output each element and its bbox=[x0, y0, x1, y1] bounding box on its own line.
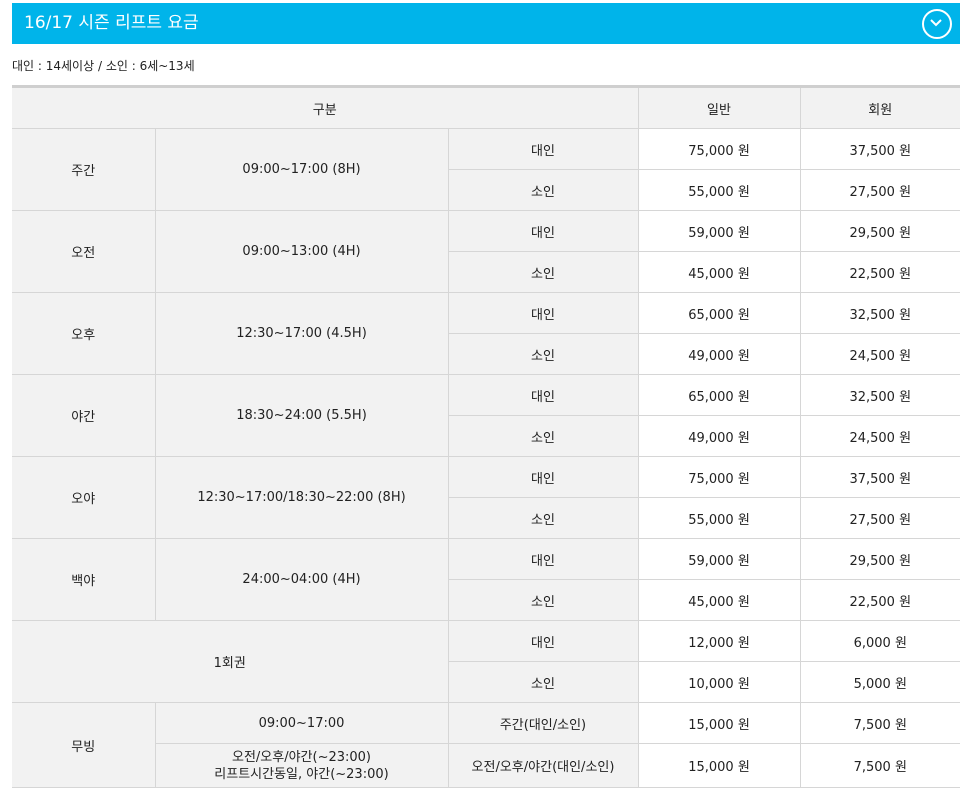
period-time: 12:30~17:00/18:30~22:00 (8H) bbox=[154, 456, 449, 539]
member-price: 24,500 원 bbox=[799, 333, 960, 375]
general-price: 75,000 원 bbox=[637, 128, 801, 170]
table-row: 소인 49,000 원 24,500 원 bbox=[12, 415, 960, 457]
member-price: 29,500 원 bbox=[799, 538, 960, 580]
member-price: 32,500 원 bbox=[799, 374, 960, 416]
period-time: 09:00~17:00 bbox=[154, 702, 449, 744]
table-row: 오후 12:30~17:00 (4.5H) 대인 65,000 원 32,500… bbox=[12, 292, 960, 375]
period-name: 오전 bbox=[12, 210, 156, 293]
member-price: 27,500 원 bbox=[799, 169, 960, 211]
ticket-type: 소인 bbox=[448, 251, 639, 293]
period-time: 09:00~17:00 (8H) bbox=[154, 128, 449, 211]
period-time-line: 리프트시간동일, 야간(~23:00) bbox=[214, 766, 389, 782]
general-price: 65,000 원 bbox=[637, 374, 801, 416]
period-name: 백야 bbox=[12, 538, 156, 621]
period-name: 오야 bbox=[12, 456, 156, 539]
table-row: 야간 18:30~24:00 (5.5H) 대인 65,000 원 32,500… bbox=[12, 374, 960, 457]
general-price: 59,000 원 bbox=[637, 538, 801, 580]
period-time: 24:00~04:00 (4H) bbox=[154, 538, 449, 621]
table-row: 소인 55,000 원 27,500 원 bbox=[12, 497, 960, 539]
period-name: 1회권 bbox=[12, 620, 449, 703]
general-price: 75,000 원 bbox=[637, 456, 801, 498]
section-header[interactable]: 16/17 시즌 리프트 요금 bbox=[12, 3, 960, 44]
general-price: 10,000 원 bbox=[637, 661, 801, 703]
ticket-type: 소인 bbox=[448, 415, 639, 457]
table-row: 1회권 대인 12,000 원 6,000 원 bbox=[12, 620, 960, 703]
header-category: 구분 bbox=[12, 86, 639, 129]
ticket-type: 대인 bbox=[447, 210, 639, 252]
member-price: 24,500 원 bbox=[799, 415, 960, 457]
member-price: 32,500 원 bbox=[799, 292, 960, 334]
table-row: 주간 09:00~17:00 (8H) 대인 75,000 원 37,500 원 bbox=[12, 128, 960, 211]
general-price: 15,000 원 bbox=[637, 743, 801, 788]
age-note: 대인 : 14세이상 / 소인 : 6세~13세 bbox=[12, 59, 195, 73]
period-time: 18:30~24:00 (5.5H) bbox=[154, 374, 449, 457]
section-title: 16/17 시즌 리프트 요금 bbox=[24, 13, 199, 33]
lift-rate-table: 구분 일반 회원 주간 09:00~17:00 (8H) 대인 75,000 원… bbox=[12, 85, 960, 788]
general-price: 45,000 원 bbox=[637, 579, 801, 621]
table-row: 오전/오후/야간(~23:00) 리프트시간동일, 야간(~23:00) 오전/… bbox=[12, 743, 960, 788]
table-row: 소인 10,000 원 5,000 원 bbox=[12, 661, 960, 703]
general-price: 55,000 원 bbox=[637, 169, 801, 211]
chevron-down-circle-icon[interactable] bbox=[922, 9, 952, 39]
member-price: 5,000 원 bbox=[799, 661, 960, 703]
table-row: 오야 12:30~17:00/18:30~22:00 (8H) 대인 75,00… bbox=[12, 456, 960, 539]
member-price: 22,500 원 bbox=[799, 251, 960, 293]
general-price: 49,000 원 bbox=[637, 333, 801, 375]
table-row: 오전 09:00~13:00 (4H) 대인 59,000 원 29,500 원 bbox=[12, 210, 960, 293]
member-price: 27,500 원 bbox=[799, 497, 960, 539]
ticket-type: 대인 bbox=[447, 620, 639, 662]
ticket-type: 대인 bbox=[447, 374, 639, 416]
member-price: 37,500 원 bbox=[799, 456, 960, 498]
member-price: 37,500 원 bbox=[799, 128, 960, 170]
ticket-type: 소인 bbox=[448, 497, 639, 539]
member-price: 7,500 원 bbox=[799, 702, 960, 744]
header-member: 회원 bbox=[799, 86, 960, 129]
general-price: 65,000 원 bbox=[637, 292, 801, 334]
table-row: 소인 45,000 원 22,500 원 bbox=[12, 579, 960, 621]
period-name: 주간 bbox=[12, 128, 156, 211]
ticket-type: 소인 bbox=[448, 579, 639, 621]
header-general: 일반 bbox=[637, 86, 801, 129]
period-name: 무빙 bbox=[12, 702, 156, 788]
ticket-type: 대인 bbox=[447, 292, 639, 334]
member-price: 6,000 원 bbox=[799, 620, 960, 662]
table-row: 소인 49,000 원 24,500 원 bbox=[12, 333, 960, 375]
member-price: 7,500 원 bbox=[799, 743, 960, 788]
general-price: 15,000 원 bbox=[637, 702, 801, 744]
general-price: 45,000 원 bbox=[637, 251, 801, 293]
ticket-type: 대인 bbox=[447, 456, 639, 498]
ticket-type: 소인 bbox=[448, 661, 639, 703]
period-time-line: 오전/오후/야간(~23:00) bbox=[231, 749, 372, 765]
table-header-row: 구분 일반 회원 bbox=[12, 86, 960, 129]
general-price: 59,000 원 bbox=[637, 210, 801, 252]
ticket-type: 소인 bbox=[448, 333, 639, 375]
table-row: 무빙 09:00~17:00 주간(대인/소인) 15,000 원 7,500 … bbox=[12, 702, 960, 788]
ticket-type: 대인 bbox=[447, 128, 639, 170]
ticket-type: 소인 bbox=[448, 169, 639, 211]
ticket-type: 오전/오후/야간(대인/소인) bbox=[447, 743, 639, 788]
period-time: 오전/오후/야간(~23:00) 리프트시간동일, 야간(~23:00) bbox=[155, 743, 449, 788]
member-price: 29,500 원 bbox=[799, 210, 960, 252]
period-time: 12:30~17:00 (4.5H) bbox=[154, 292, 449, 375]
general-price: 12,000 원 bbox=[637, 620, 801, 662]
member-price: 22,500 원 bbox=[799, 579, 960, 621]
table-row: 백야 24:00~04:00 (4H) 대인 59,000 원 29,500 원 bbox=[12, 538, 960, 621]
period-name: 야간 bbox=[12, 374, 156, 457]
ticket-type: 대인 bbox=[447, 538, 639, 580]
period-time: 09:00~13:00 (4H) bbox=[154, 210, 449, 293]
general-price: 55,000 원 bbox=[637, 497, 801, 539]
period-name: 오후 bbox=[12, 292, 156, 375]
general-price: 49,000 원 bbox=[637, 415, 801, 457]
ticket-type: 주간(대인/소인) bbox=[447, 702, 639, 744]
